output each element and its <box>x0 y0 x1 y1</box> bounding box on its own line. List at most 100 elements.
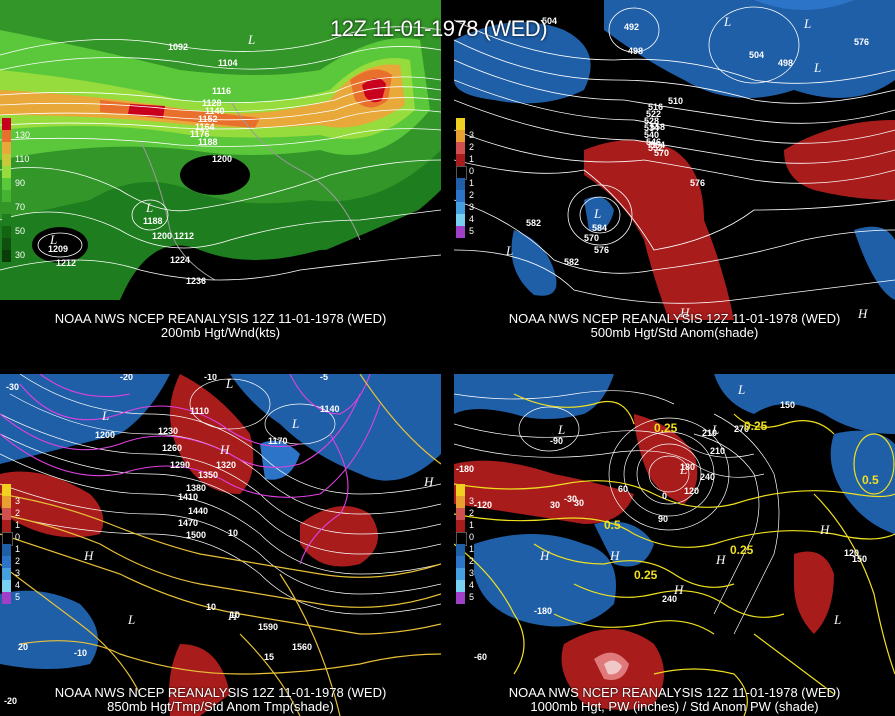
contour-label: -10 <box>74 648 87 658</box>
contour-label: 10 <box>206 602 216 612</box>
low-pressure-marker: L <box>711 422 719 437</box>
legend-label: 0 <box>15 532 21 542</box>
legend-label: 130 <box>15 130 31 140</box>
legend-label: 1 <box>469 178 475 188</box>
pw-label: 0.25 <box>730 543 754 557</box>
high-pressure-marker: H <box>83 548 94 563</box>
contour-label: -5 <box>320 374 328 382</box>
contour-label: 240 <box>662 594 677 604</box>
legend-label: 3 <box>469 496 475 506</box>
high-pressure-marker: H <box>857 306 868 321</box>
contour-label: 1212 <box>56 258 76 268</box>
legend-label: 5 <box>469 226 475 236</box>
legend-label: 3 <box>469 568 475 578</box>
contour-label: 210 <box>702 428 717 438</box>
legend-swatch <box>456 130 465 142</box>
contour-label: 576 <box>594 245 609 255</box>
low-pressure-marker: L <box>291 416 299 431</box>
low-pressure-marker: L <box>505 243 513 258</box>
contour-label: 1410 <box>178 492 198 502</box>
low-pressure-marker: L <box>225 376 233 391</box>
contour-label: 582 <box>564 257 579 267</box>
high-pressure-marker: H <box>423 474 434 489</box>
legend-swatch <box>456 592 465 604</box>
contour-label: 210 <box>710 446 725 456</box>
page-title: 12Z 11-01-1978 (WED) <box>330 16 548 41</box>
contour-label: -20 <box>120 374 133 382</box>
legend-label: 1 <box>469 544 475 554</box>
contour-label: 150 <box>780 400 795 410</box>
high-pressure-marker: H <box>679 305 690 320</box>
high-pressure-marker: H <box>715 552 726 567</box>
panel-caption-source: NOAA NWS NCEP REANALYSIS 12Z 11-01-1978 … <box>508 311 841 326</box>
legend-label: 90 <box>15 178 26 188</box>
panel-caption-field: 850mb Hgt/Tmp/Std Anom Tmp(shade) <box>107 699 334 714</box>
low-pressure-marker: L <box>679 462 687 477</box>
contour-label: 570 <box>654 148 669 158</box>
panel-caption-field: 500mb Hgt/Std Anom(shade) <box>590 325 759 340</box>
legend-swatch <box>456 520 465 532</box>
legend-label: 4 <box>15 580 21 590</box>
legend-swatch <box>2 142 11 154</box>
high-pressure-marker: H <box>673 582 684 597</box>
contour-label: 1560 <box>292 642 312 652</box>
contour-label: 1200 <box>152 231 172 241</box>
legend-label: 4 <box>469 580 475 590</box>
legend-label: 2 <box>15 556 21 566</box>
contour-label: 516 <box>648 102 663 112</box>
panel-caption-source: NOAA NWS NCEP REANALYSIS 12Z 11-01-1978 … <box>508 685 841 700</box>
contour-label: 270 <box>734 424 749 434</box>
legend-label: 3 <box>15 496 21 506</box>
legend-swatch <box>456 580 465 592</box>
contour-label: 584 <box>592 223 607 233</box>
contour-label: 15 <box>264 652 274 662</box>
contour-label: 1104 <box>218 58 238 68</box>
map-850mb: 1110 1200 1230 1260 1290 1320 1350 1380 … <box>0 374 441 716</box>
contour-label: 576 <box>854 37 869 47</box>
contour-label: -30 <box>564 494 577 504</box>
legend-swatch <box>456 142 465 154</box>
panel-caption-source: NOAA NWS NCEP REANALYSIS 12Z 11-01-1978 … <box>54 685 387 700</box>
contour-label: 1260 <box>162 443 182 453</box>
legend-label: 1 <box>15 520 21 530</box>
contour-label: 528 <box>644 116 659 126</box>
contour-label: 1209 <box>48 244 68 254</box>
legend-label: 70 <box>15 202 26 212</box>
legend-swatch <box>2 544 11 556</box>
legend-label: 0 <box>469 166 475 176</box>
pw-label: 0.5 <box>604 518 621 532</box>
legend-swatch <box>456 556 465 568</box>
contour-label: 1590 <box>258 622 278 632</box>
legend-swatch <box>2 484 11 496</box>
contour-label: 120 <box>684 486 699 496</box>
panel-caption-source: NOAA NWS NCEP REANALYSIS 12Z 11-01-1978 … <box>54 311 387 326</box>
legend-swatch <box>2 238 11 250</box>
contour-label: -90 <box>550 436 563 446</box>
legend-swatch <box>2 214 11 226</box>
low-pressure-marker: L <box>127 612 135 627</box>
legend-swatch <box>2 520 11 532</box>
low-pressure-marker: L <box>813 60 821 75</box>
legend-swatch <box>2 250 11 262</box>
legend-swatch <box>2 190 11 202</box>
contour-label: 1164 <box>195 122 215 132</box>
legend-swatch <box>456 214 465 226</box>
contour-label: 1140 <box>205 106 225 116</box>
contour-label: -10 <box>204 374 217 382</box>
legend-label: 2 <box>469 556 475 566</box>
panel-caption-field: 1000mb Hgt, PW (inches) / Std Anom PW (s… <box>530 699 819 714</box>
legend-swatch <box>456 118 465 130</box>
contour-label: 582 <box>526 218 541 228</box>
low-pressure-marker: L <box>723 14 731 29</box>
contour-label: 10 <box>230 610 240 620</box>
contour-label: 570 <box>584 233 599 243</box>
contour-label: 546 <box>646 137 661 147</box>
legend-swatch <box>456 190 465 202</box>
contour-label: 564 <box>650 140 665 150</box>
contour-label: 10 <box>228 528 238 538</box>
low-pressure-marker: L <box>101 408 109 423</box>
contour-label: 1176 <box>190 129 210 139</box>
contour-label: 1224 <box>170 255 190 265</box>
legend-label: 30 <box>15 250 26 260</box>
legend-swatch <box>456 508 465 520</box>
